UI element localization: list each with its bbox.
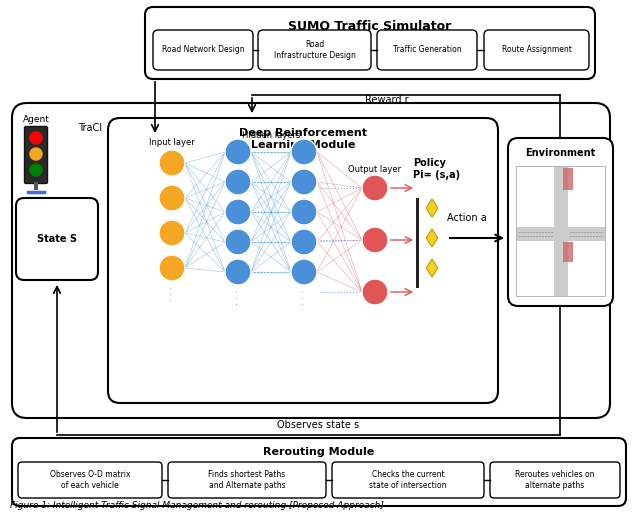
Polygon shape: [426, 229, 438, 247]
Circle shape: [159, 150, 185, 176]
FancyBboxPatch shape: [24, 126, 47, 183]
FancyBboxPatch shape: [490, 462, 620, 498]
Circle shape: [159, 185, 185, 211]
Circle shape: [225, 139, 251, 165]
Bar: [34, 182, 38, 190]
Bar: [416, 198, 419, 288]
Text: Road Network Design: Road Network Design: [162, 46, 244, 54]
Circle shape: [362, 175, 388, 201]
Text: Finds shortest Paths
and Alternate paths: Finds shortest Paths and Alternate paths: [209, 470, 285, 490]
Circle shape: [291, 139, 317, 165]
Circle shape: [225, 229, 251, 255]
Text: Observes O-D matrix
of each vehicle: Observes O-D matrix of each vehicle: [50, 470, 131, 490]
Circle shape: [225, 259, 251, 285]
FancyBboxPatch shape: [153, 30, 253, 70]
Circle shape: [159, 255, 185, 281]
Text: Figure 1: Intelligent Traffic Signal Management and rerouting [Proposed Approach: Figure 1: Intelligent Traffic Signal Man…: [10, 501, 384, 510]
FancyBboxPatch shape: [508, 138, 613, 306]
Text: Reroutes vehicles on
alternate paths: Reroutes vehicles on alternate paths: [515, 470, 595, 490]
FancyBboxPatch shape: [12, 438, 626, 506]
Text: Output layer: Output layer: [348, 165, 401, 174]
Bar: [516, 227, 605, 241]
FancyBboxPatch shape: [145, 7, 595, 79]
FancyBboxPatch shape: [484, 30, 589, 70]
Circle shape: [225, 169, 251, 195]
Circle shape: [30, 132, 42, 144]
FancyBboxPatch shape: [168, 462, 326, 498]
Circle shape: [291, 259, 317, 285]
Circle shape: [30, 164, 42, 176]
Text: Route Assignment: Route Assignment: [502, 46, 572, 54]
Text: Reward r: Reward r: [365, 95, 409, 105]
Text: TraCI: TraCI: [78, 123, 102, 133]
Text: · · ·: · · ·: [233, 290, 243, 305]
Circle shape: [30, 148, 42, 160]
FancyBboxPatch shape: [12, 103, 610, 418]
Text: Environment: Environment: [525, 148, 596, 158]
Text: Policy
Pi= (s,a): Policy Pi= (s,a): [413, 158, 460, 179]
Bar: [563, 242, 573, 262]
Text: Checks the current
state of intersection: Checks the current state of intersection: [369, 470, 447, 490]
FancyBboxPatch shape: [258, 30, 371, 70]
Text: Hidden layers: Hidden layers: [242, 131, 300, 140]
Circle shape: [291, 229, 317, 255]
Text: Agent: Agent: [22, 115, 49, 124]
Circle shape: [362, 227, 388, 253]
Text: Traffic Generation: Traffic Generation: [393, 46, 461, 54]
Text: State S: State S: [37, 234, 77, 244]
Text: · · ·: · · ·: [167, 286, 177, 301]
Bar: [554, 166, 568, 296]
Text: · · ·: · · ·: [299, 290, 309, 305]
FancyBboxPatch shape: [332, 462, 484, 498]
Text: Observes state s: Observes state s: [277, 420, 359, 430]
FancyBboxPatch shape: [18, 462, 162, 498]
Text: SUMO Traffic Simulator: SUMO Traffic Simulator: [289, 20, 452, 33]
FancyBboxPatch shape: [377, 30, 477, 70]
Polygon shape: [426, 199, 438, 217]
Circle shape: [362, 279, 388, 305]
Bar: [516, 166, 605, 296]
Circle shape: [159, 220, 185, 246]
Bar: [563, 168, 573, 190]
Text: Road
Infrastructure Design: Road Infrastructure Design: [273, 40, 355, 60]
Polygon shape: [426, 259, 438, 277]
FancyBboxPatch shape: [16, 198, 98, 280]
Text: Action a: Action a: [447, 213, 487, 223]
Text: Rerouting Module: Rerouting Module: [264, 447, 374, 457]
Text: Deep Reinforcement
Learning Module: Deep Reinforcement Learning Module: [239, 128, 367, 150]
FancyBboxPatch shape: [108, 118, 498, 403]
Text: Input layer: Input layer: [149, 138, 195, 147]
Circle shape: [291, 169, 317, 195]
Circle shape: [225, 199, 251, 225]
Circle shape: [291, 199, 317, 225]
